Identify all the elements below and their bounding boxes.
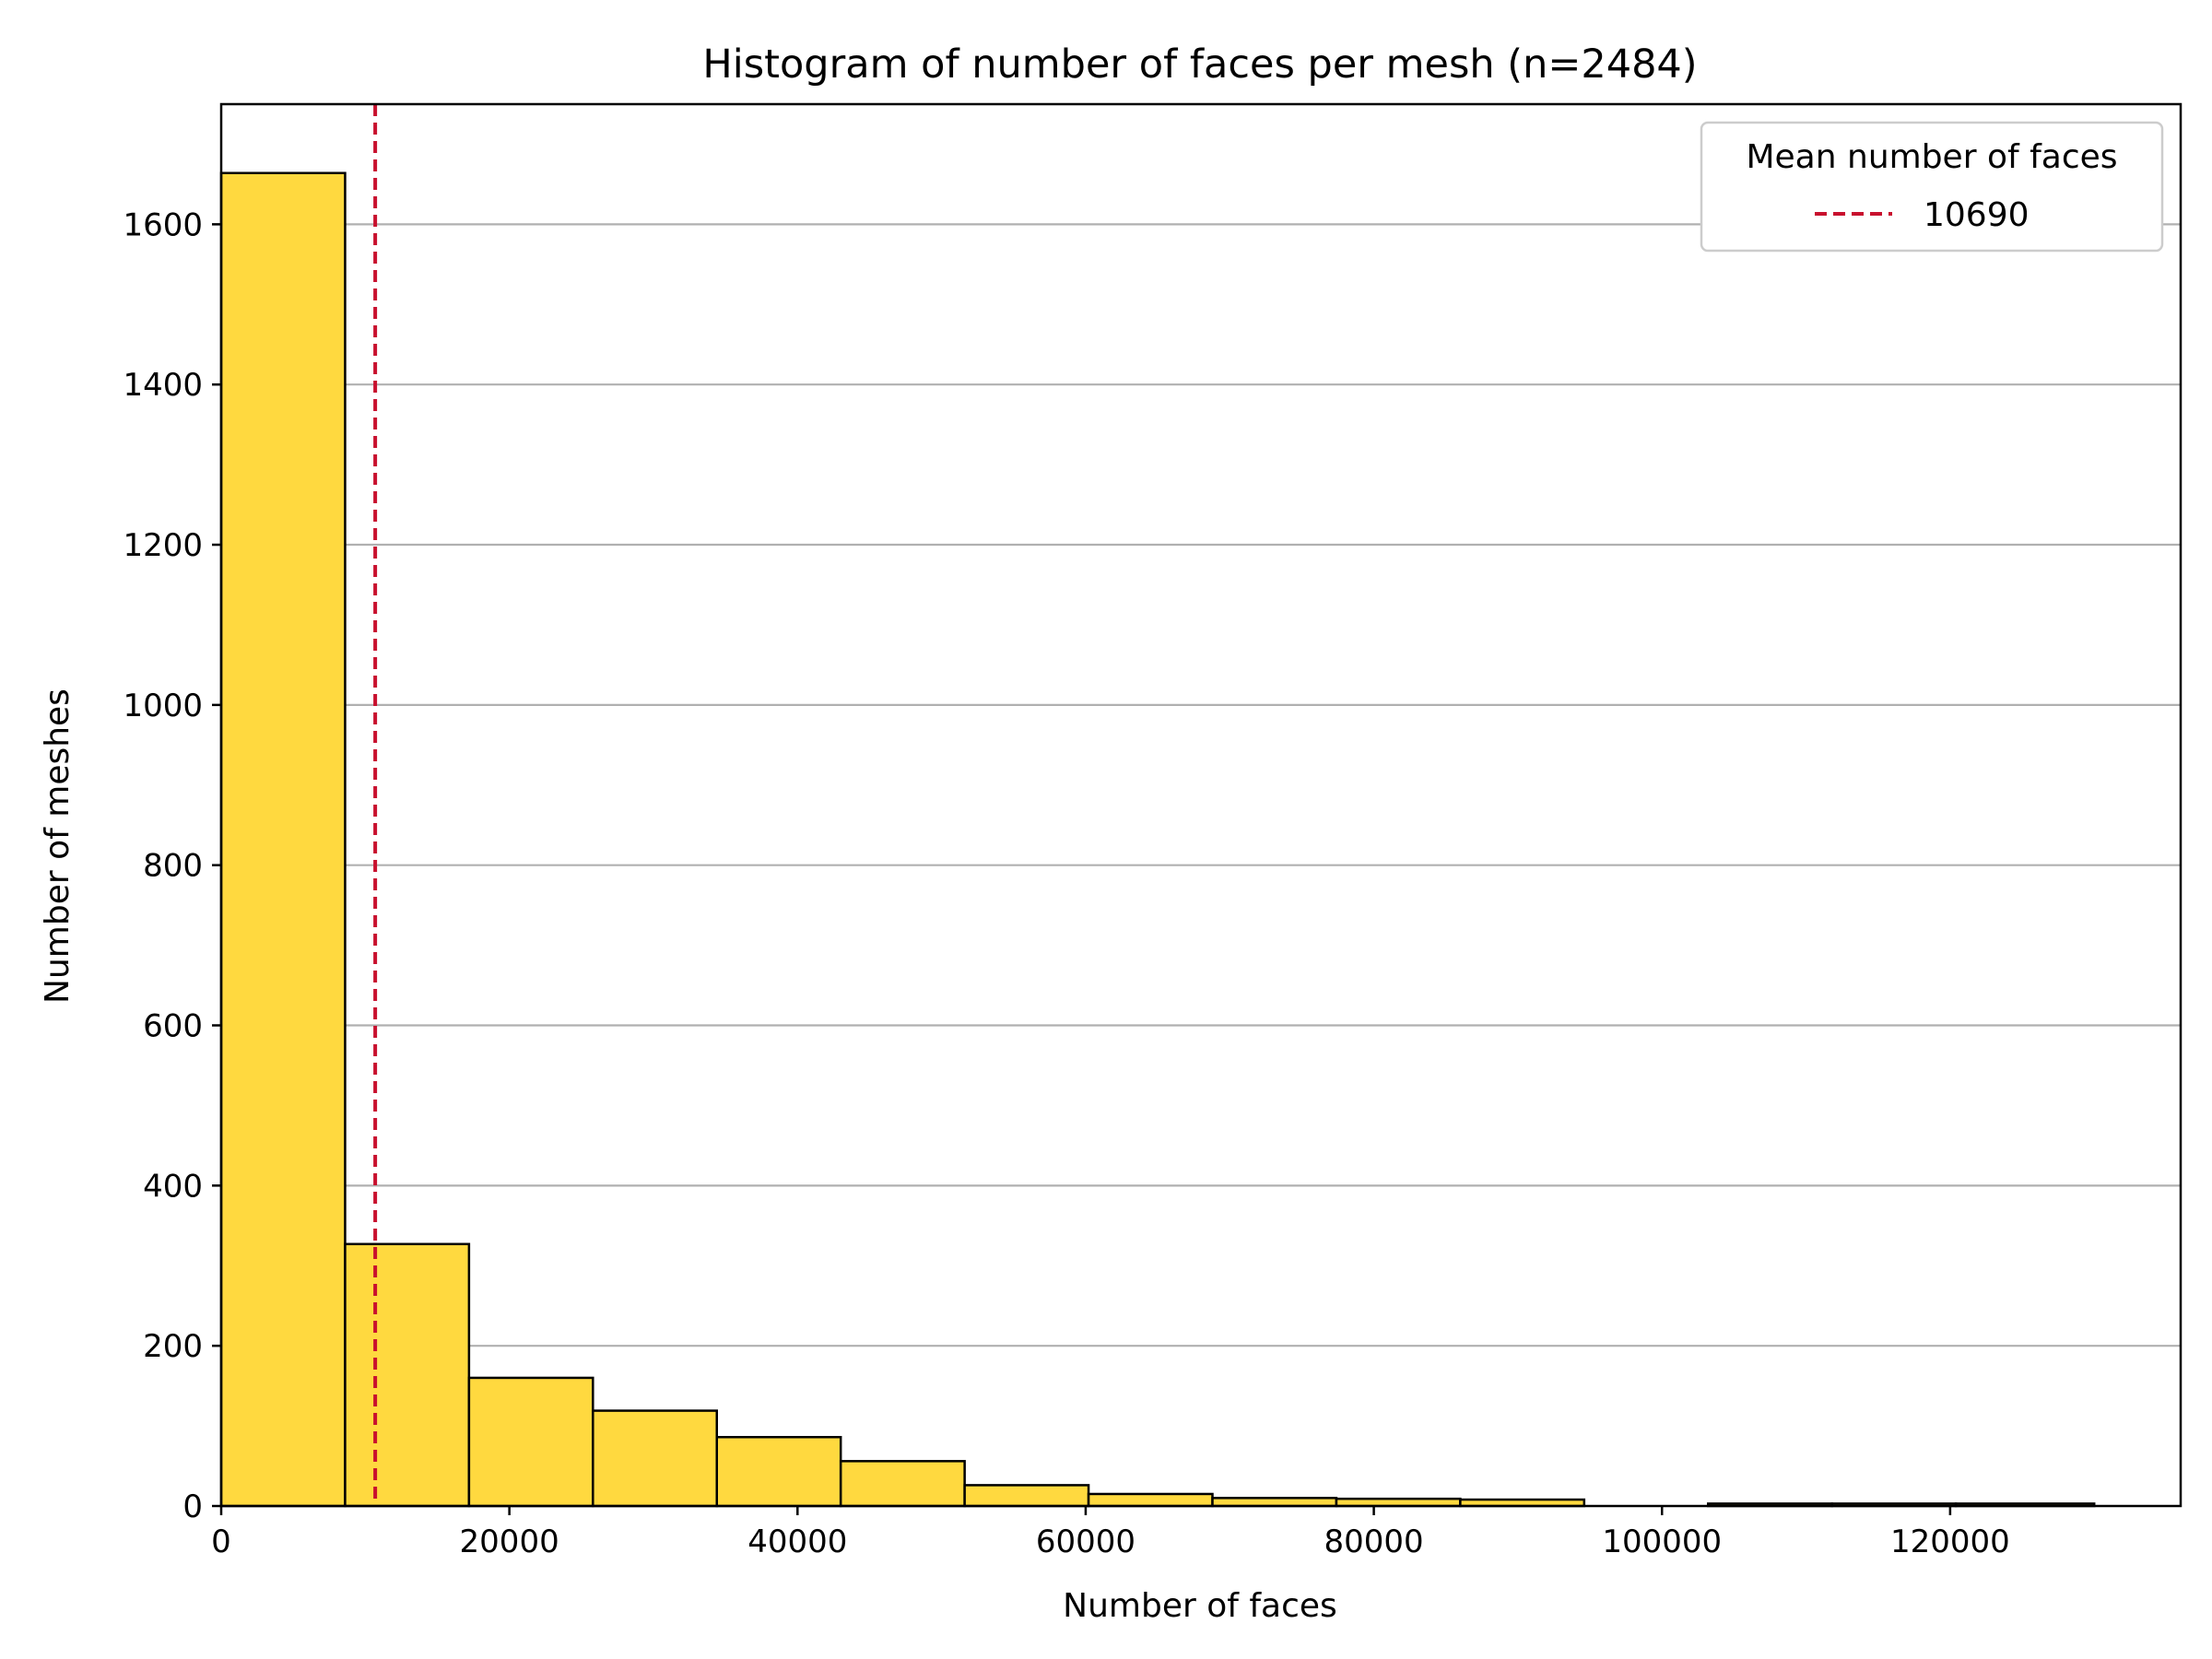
y-tick-label: 1000	[123, 688, 203, 724]
x-tick-label: 100000	[1602, 1524, 1722, 1560]
x-axis-label: Number of faces	[1063, 1587, 1337, 1625]
x-tick-label: 120000	[1890, 1524, 2010, 1560]
x-tick-label: 80000	[1324, 1524, 1424, 1560]
y-tick-label: 1600	[123, 206, 203, 243]
y-axis-ticks: 0 200 400 600 800 1000 1200 1400 1600	[123, 206, 221, 1525]
y-tick-label: 200	[143, 1328, 203, 1365]
chart-title: Histogram of number of faces per mesh (n…	[702, 41, 1697, 88]
y-tick-label: 800	[143, 848, 203, 885]
x-tick-label: 40000	[747, 1524, 847, 1560]
histogram-bar	[467, 1376, 594, 1508]
y-axis-label: Number of meshes	[39, 688, 76, 1004]
histogram-bar	[715, 1436, 842, 1508]
x-tick-label: 60000	[1036, 1524, 1135, 1560]
plot-frame	[219, 102, 2183, 1508]
y-tick-label: 600	[143, 1008, 203, 1045]
histogram-bar	[592, 1409, 719, 1508]
histogram-bar	[839, 1460, 966, 1508]
histogram-bar	[344, 1242, 471, 1508]
histogram-bar	[219, 171, 347, 1508]
y-tick-label: 1200	[123, 527, 203, 564]
y-tick-label: 0	[182, 1488, 203, 1525]
histogram-bar	[963, 1484, 1090, 1508]
legend-box	[1700, 121, 2164, 253]
histogram-bars	[219, 171, 2096, 1508]
x-tick-label: 0	[211, 1524, 231, 1560]
x-tick-label: 20000	[460, 1524, 559, 1560]
legend-title: Mean number of faces	[1746, 138, 2117, 176]
histogram-bar	[1087, 1492, 1214, 1508]
legend: Mean number of faces 10690	[1700, 121, 2164, 253]
y-tick-label: 1400	[123, 367, 203, 404]
x-axis-ticks: 0 20000 40000 60000 80000 100000 120000	[211, 1506, 2010, 1560]
legend-mean-label: 10690	[1924, 196, 2030, 234]
y-tick-label: 400	[143, 1168, 203, 1205]
grid-lines	[221, 223, 2181, 1347]
histogram-bar	[1211, 1497, 1338, 1508]
